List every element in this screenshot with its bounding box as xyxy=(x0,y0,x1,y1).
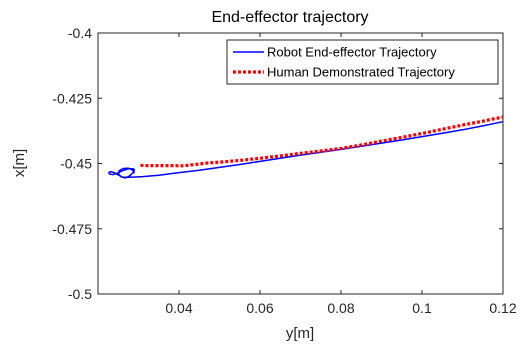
x-tick-label: 0.04 xyxy=(165,300,192,316)
x-tick-label: 0.06 xyxy=(246,300,273,316)
x-tick-label: 0.1 xyxy=(412,300,432,316)
y-tick-label: -0.45 xyxy=(60,156,92,172)
legend-label-robot: Robot End-effector Trajectory xyxy=(267,45,437,60)
y-axis-label: x[m] xyxy=(11,149,28,177)
y-tick-label: -0.4 xyxy=(68,25,92,41)
series-layer xyxy=(108,115,504,179)
series-line-human xyxy=(140,115,504,168)
y-tick-label: -0.475 xyxy=(52,221,92,237)
y-axis-ticks: -0.4 -0.425 -0.45 -0.475 -0.5 xyxy=(52,25,503,302)
x-tick-label: 0.08 xyxy=(327,300,354,316)
x-axis-label: y[m] xyxy=(286,325,314,342)
y-tick-label: -0.425 xyxy=(52,90,92,106)
legend: Robot End-effector Trajectory Human Demo… xyxy=(226,39,499,85)
x-tick-label: 0.12 xyxy=(489,300,516,316)
chart-title: End-effector trajectory xyxy=(211,9,368,26)
legend-label-human: Human Demonstrated Trajectory xyxy=(267,65,455,80)
x-axis-ticks: 0.04 0.06 0.08 0.1 0.12 xyxy=(165,33,517,316)
y-tick-label: -0.5 xyxy=(68,286,92,302)
legend-box xyxy=(226,39,499,85)
